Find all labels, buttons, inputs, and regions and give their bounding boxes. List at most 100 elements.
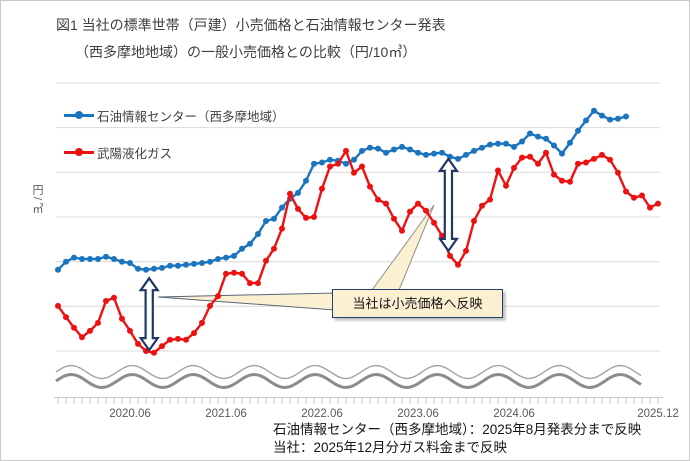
data-point-buyo_lpg (295, 205, 301, 212)
data-point-oil_info_center (247, 240, 253, 247)
data-point-oil_info_center (119, 258, 125, 265)
data-point-buyo_lpg (655, 200, 661, 207)
chart-title-line2: （西多摩地地域）の一般小売価格との比較（円/10㎥） (75, 44, 417, 60)
footer-note-line2: 当社：2025年12月分ガス料金まで反映 (273, 440, 508, 455)
series-oil_info_center (55, 107, 629, 273)
data-point-oil_info_center (463, 151, 469, 158)
data-point-oil_info_center (159, 264, 165, 271)
data-point-buyo_lpg (199, 319, 205, 326)
data-point-oil_info_center (63, 258, 69, 265)
data-point-oil_info_center (143, 266, 149, 273)
data-point-buyo_lpg (103, 298, 109, 304)
data-point-oil_info_center (583, 117, 589, 124)
x-tick-label: 2021.06 (205, 408, 247, 420)
data-point-oil_info_center (71, 254, 77, 261)
data-point-oil_info_center (591, 107, 597, 114)
data-point-buyo_lpg (479, 202, 485, 209)
legend-item-oil-info-center: 石油情報センター（西多摩地域） (64, 106, 285, 124)
x-tick-label: 2022.06 (301, 408, 343, 420)
footer-note-line1: 石油情報センター（西多摩地域）：2025年8月発表分まで反映 (273, 422, 642, 437)
legend-marker-dot-red (75, 147, 83, 156)
data-point-buyo_lpg (559, 177, 565, 184)
data-point-oil_info_center (535, 133, 541, 140)
data-point-oil_info_center (359, 147, 365, 154)
data-point-oil_info_center (567, 139, 573, 146)
data-point-buyo_lpg (79, 334, 85, 341)
axis-break-wave (55, 364, 642, 390)
data-point-oil_info_center (615, 115, 621, 122)
data-point-oil_info_center (111, 256, 117, 262)
data-point-buyo_lpg (447, 252, 453, 259)
annotation-callout-box: 当社は小売価格へ反映 (332, 289, 503, 318)
data-point-oil_info_center (135, 265, 141, 272)
data-point-buyo_lpg (583, 159, 589, 166)
data-point-buyo_lpg (607, 156, 613, 163)
data-point-oil_info_center (175, 262, 181, 269)
data-point-buyo_lpg (511, 164, 517, 171)
data-point-oil_info_center (207, 258, 213, 265)
data-point-oil_info_center (127, 260, 133, 266)
data-point-oil_info_center (295, 189, 301, 196)
data-point-oil_info_center (471, 147, 477, 154)
data-point-buyo_lpg (135, 340, 141, 347)
gap-arrow-2023 (437, 156, 460, 253)
data-point-buyo_lpg (623, 188, 629, 195)
data-point-buyo_lpg (223, 270, 229, 277)
data-point-buyo_lpg (367, 183, 373, 190)
data-point-oil_info_center (303, 177, 309, 184)
data-point-buyo_lpg (343, 147, 349, 154)
data-point-oil_info_center (191, 260, 197, 267)
data-point-oil_info_center (87, 256, 93, 262)
data-point-oil_info_center (479, 144, 485, 151)
data-point-oil_info_center (231, 252, 237, 259)
data-point-buyo_lpg (263, 257, 269, 264)
data-point-oil_info_center (391, 146, 397, 153)
data-point-buyo_lpg (535, 160, 541, 167)
data-point-oil_info_center (239, 245, 245, 252)
footer-notes: 石油情報センター（西多摩地域）：2025年8月発表分まで反映 当社：2025年1… (273, 421, 641, 457)
data-point-oil_info_center (167, 262, 173, 269)
data-point-oil_info_center (375, 145, 381, 152)
data-point-buyo_lpg (231, 269, 237, 276)
data-point-oil_info_center (415, 149, 421, 156)
data-point-buyo_lpg (631, 194, 637, 201)
data-point-buyo_lpg (391, 215, 397, 222)
data-point-oil_info_center (439, 149, 445, 156)
data-point-buyo_lpg (215, 293, 221, 300)
data-point-buyo_lpg (63, 314, 69, 321)
data-point-buyo_lpg (111, 294, 117, 301)
data-point-buyo_lpg (567, 178, 573, 185)
data-point-buyo_lpg (399, 227, 405, 234)
data-point-oil_info_center (383, 149, 389, 156)
data-point-buyo_lpg (543, 149, 549, 156)
data-point-buyo_lpg (279, 225, 285, 232)
data-point-buyo_lpg (455, 261, 461, 268)
data-point-oil_info_center (343, 160, 349, 167)
legend-label-oil-info-center: 石油情報センター（西多摩地域） (97, 109, 285, 124)
data-point-oil_info_center (431, 150, 437, 157)
x-axis (54, 397, 663, 404)
series-buyo_lpg (55, 147, 661, 356)
x-tick-label: 2023.06 (397, 408, 439, 420)
data-point-oil_info_center (551, 142, 557, 149)
series-line-buyo_lpg (57, 149, 659, 354)
data-point-oil_info_center (407, 146, 413, 153)
data-point-buyo_lpg (423, 207, 429, 214)
data-point-oil_info_center (223, 254, 229, 261)
data-point-buyo_lpg (599, 151, 605, 158)
data-point-buyo_lpg (591, 155, 597, 162)
y-axis-label: 円/㎥ (31, 184, 43, 216)
x-tick-label: 2020.06 (109, 408, 151, 420)
data-point-oil_info_center (543, 135, 549, 142)
data-point-buyo_lpg (191, 330, 197, 337)
data-point-oil_info_center (79, 256, 85, 262)
data-point-buyo_lpg (271, 245, 277, 252)
data-point-buyo_lpg (87, 327, 93, 334)
data-point-oil_info_center (103, 253, 109, 260)
data-point-oil_info_center (423, 151, 429, 158)
data-point-oil_info_center (271, 215, 277, 222)
data-point-buyo_lpg (175, 335, 181, 342)
data-point-buyo_lpg (503, 182, 509, 189)
data-point-buyo_lpg (383, 200, 389, 207)
data-point-oil_info_center (279, 204, 285, 211)
